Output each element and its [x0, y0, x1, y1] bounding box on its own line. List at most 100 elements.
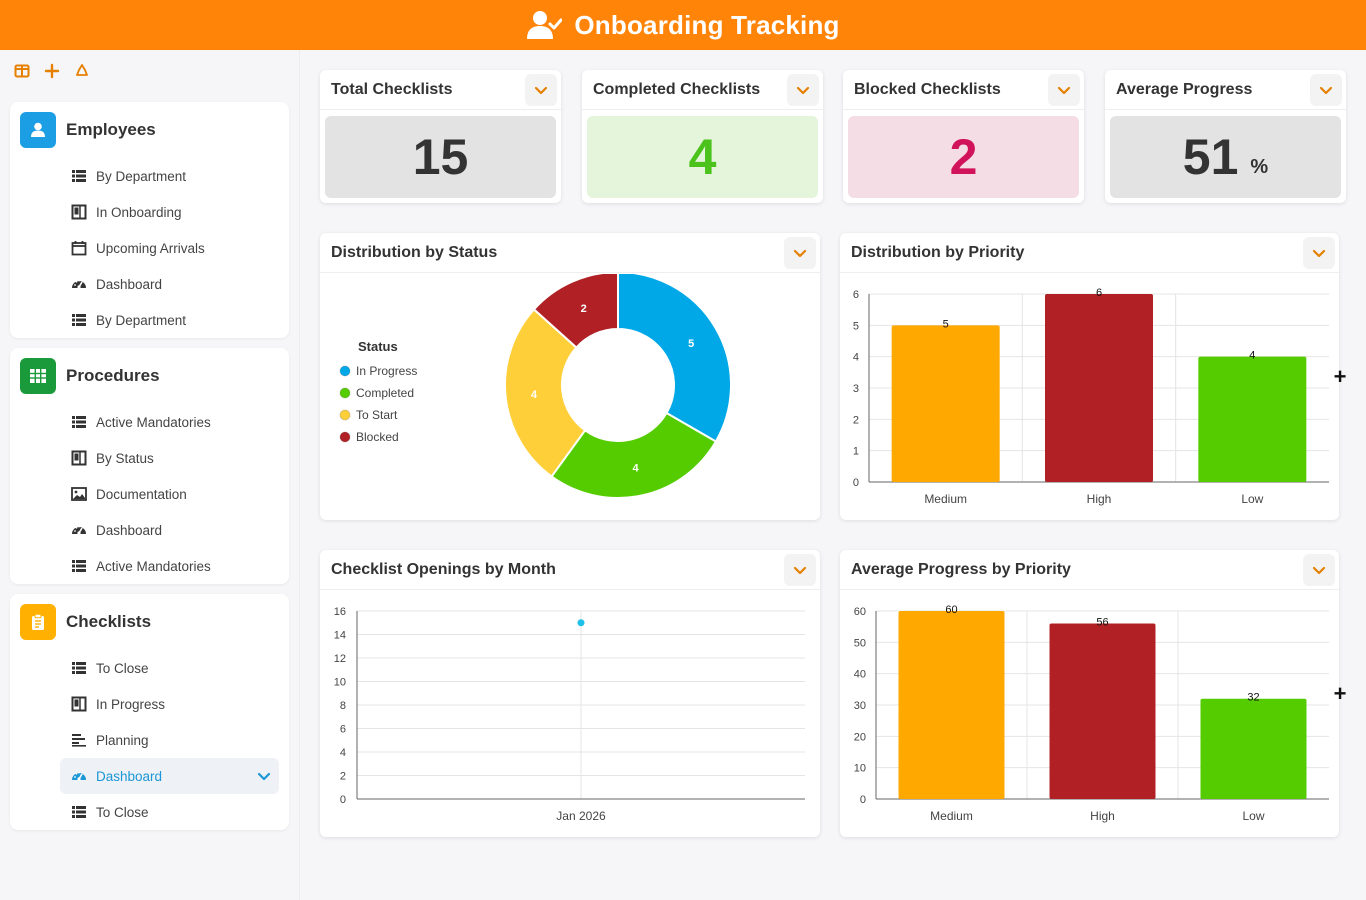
pie-data-label: 5	[688, 338, 694, 350]
columns-icon	[14, 64, 30, 78]
bar-high	[1045, 294, 1153, 482]
y-tick-label: 5	[853, 320, 859, 332]
nav-item-to-close[interactable]: To Close	[10, 794, 279, 830]
nav-section-header[interactable]: Procedures	[10, 348, 289, 404]
nav-item-active-mandatories[interactable]: Active Mandatories	[10, 404, 279, 440]
nav-item-by-status[interactable]: By Status	[10, 440, 279, 476]
nav-item-label: Planning	[96, 732, 149, 748]
bar-data-label: 56	[1096, 617, 1108, 629]
nav-item-label: Active Mandatories	[96, 414, 211, 430]
section-icon	[20, 604, 56, 640]
y-tick-label: 50	[854, 637, 866, 649]
y-tick-label: 4	[340, 747, 346, 759]
legend-swatch	[339, 387, 351, 399]
app-header: Onboarding Tracking	[0, 0, 1366, 50]
card-menu-button[interactable]	[1303, 236, 1335, 269]
y-tick-label: 6	[853, 289, 859, 301]
y-tick-label: 8	[340, 700, 346, 712]
y-tick-label: 10	[854, 763, 866, 775]
add-widget-button[interactable]: +	[1333, 681, 1347, 706]
pie-slice-blocked	[532, 274, 619, 349]
x-tick-label: Jan 2026	[556, 809, 606, 823]
legend-entry: Completed	[356, 386, 414, 400]
kpi-value: 2	[949, 129, 978, 185]
nav-item-dashboard[interactable]: Dashboard	[10, 512, 279, 548]
kpi-value-box: 4	[587, 116, 818, 198]
nav-item-to-close[interactable]: To Close	[10, 650, 279, 686]
card-menu-button[interactable]	[1048, 73, 1080, 106]
pie-data-label: 4	[633, 463, 640, 475]
bar-medium	[898, 611, 1005, 799]
nav-section-employees: Employees By Department In Onboarding Upcom…	[10, 102, 289, 338]
nav-item-planning[interactable]: Planning	[10, 722, 279, 758]
section-icon	[20, 358, 56, 394]
x-tick-label: Low	[1241, 492, 1263, 506]
bar-data-label: 5	[943, 318, 949, 330]
nav-item-label: By Status	[96, 450, 154, 466]
y-tick-label: 30	[854, 700, 866, 712]
y-tick-label: 20	[854, 731, 866, 743]
card-menu-button[interactable]	[1310, 73, 1342, 106]
x-tick-label: High	[1090, 809, 1115, 823]
nav-item-dashboard[interactable]: Dashboard	[60, 758, 279, 794]
x-tick-label: High	[1087, 492, 1112, 506]
chevron-down-icon	[793, 566, 807, 574]
kpi-card-total-checklists: Total Checklists 15	[320, 70, 561, 203]
app-title: Onboarding Tracking	[574, 9, 840, 40]
nav-item-label: In Progress	[96, 696, 166, 712]
bar-data-label: 60	[945, 604, 957, 616]
pie-data-label: 4	[531, 389, 538, 401]
y-tick-label: 3	[853, 383, 859, 395]
nav-section-header[interactable]: Employees	[10, 102, 289, 158]
bar-low	[1200, 698, 1307, 799]
legend-entry: Blocked	[356, 430, 399, 444]
add-widget-button[interactable]: +	[1333, 364, 1347, 389]
nav-item-upcoming-arrivals[interactable]: Upcoming Arrivals	[10, 230, 279, 266]
card-menu-button[interactable]	[784, 236, 816, 269]
nav-item-by-department[interactable]: By Department	[10, 302, 279, 338]
chevron-down-icon[interactable]	[257, 769, 271, 783]
add-button[interactable]	[38, 58, 66, 84]
status-distribution-card: Distribution by Status 5 4 4 2 Status In Prog…	[320, 233, 820, 520]
y-tick-label: 6	[340, 724, 346, 736]
chevron-down-icon	[1312, 249, 1326, 257]
nav-item-dashboard[interactable]: Dashboard	[10, 266, 279, 302]
table-icon	[70, 312, 88, 328]
nav-item-by-department[interactable]: By Department	[10, 158, 279, 194]
kpi-title: Average Progress	[1116, 80, 1253, 98]
y-tick-label: 60	[854, 606, 866, 618]
refresh-button[interactable]	[68, 58, 96, 84]
section-title: Employees	[66, 120, 156, 139]
toggle-sidebar-button[interactable]	[8, 58, 36, 84]
pie-data-label: 2	[581, 303, 587, 315]
nav-item-label: To Close	[96, 660, 149, 676]
kpi-value-box: 15	[325, 116, 556, 198]
y-tick-label: 0	[853, 477, 859, 489]
card-menu-button[interactable]	[525, 73, 557, 106]
nav-item-in-onboarding[interactable]: In Onboarding	[10, 194, 279, 230]
card-menu-button[interactable]	[787, 73, 819, 106]
kpi-card-completed-checklists: Completed Checklists 4	[582, 70, 823, 203]
bar-low	[1198, 356, 1307, 482]
kpi-card-blocked-checklists: Blocked Checklists 2	[843, 70, 1084, 203]
nav-section-header[interactable]: Checklists	[10, 594, 289, 650]
kpi-value: 4	[688, 129, 717, 185]
nav-item-label: Dashboard	[96, 522, 163, 538]
grid-icon	[30, 369, 46, 383]
chevron-down-icon	[1319, 86, 1333, 94]
y-tick-label: 40	[854, 669, 866, 681]
nav-item-label: Documentation	[96, 486, 187, 502]
card-menu-button[interactable]	[1303, 553, 1335, 586]
y-tick-label: 12	[334, 653, 346, 665]
nav-item-active-mandatories[interactable]: Active Mandatories	[10, 548, 279, 584]
nav-item-documentation[interactable]: Documentation	[10, 476, 279, 512]
card-title: Checklist Openings by Month	[331, 560, 556, 578]
x-tick-label: Medium	[924, 492, 967, 506]
bar-data-label: 4	[1249, 350, 1255, 362]
card-menu-button[interactable]	[784, 553, 816, 586]
calendar-icon	[70, 240, 88, 256]
section-title: Procedures	[66, 366, 160, 385]
legend-entry: To Start	[356, 408, 398, 422]
nav-item-in-progress[interactable]: In Progress	[10, 686, 279, 722]
y-tick-label: 0	[860, 794, 866, 806]
